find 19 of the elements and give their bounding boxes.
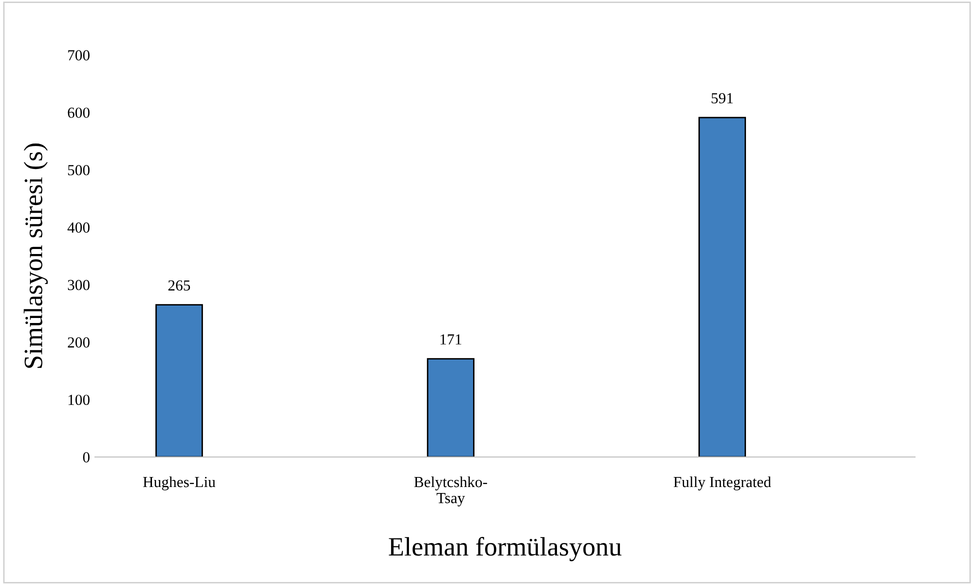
data-label: 265: [168, 280, 190, 291]
y-axis-title: Simülasyon süresi (s): [24, 144, 48, 368]
bar: [426, 358, 474, 457]
data-label: 591: [712, 93, 733, 104]
y-tick-label: 400: [68, 222, 90, 233]
x-axis-title: Eleman formülasyonu: [388, 536, 622, 562]
bar: [155, 304, 203, 457]
y-tick-label: 0: [83, 452, 90, 462]
y-tick-label: 100: [68, 394, 90, 406]
y-tick-label: 200: [68, 337, 90, 348]
y-tick-label: 700: [68, 50, 90, 60]
x-tick-label: Fully Integrated: [674, 476, 772, 490]
x-tick-label: Belytcshko-Tsay: [414, 476, 488, 506]
y-tick-label: 500: [68, 165, 90, 176]
x-tick-label: Hughes-Liu: [143, 476, 216, 490]
bar: [698, 116, 746, 457]
y-tick-label: 300: [68, 280, 90, 290]
data-label: 171: [440, 334, 462, 344]
y-tick-label: 600: [68, 108, 90, 118]
